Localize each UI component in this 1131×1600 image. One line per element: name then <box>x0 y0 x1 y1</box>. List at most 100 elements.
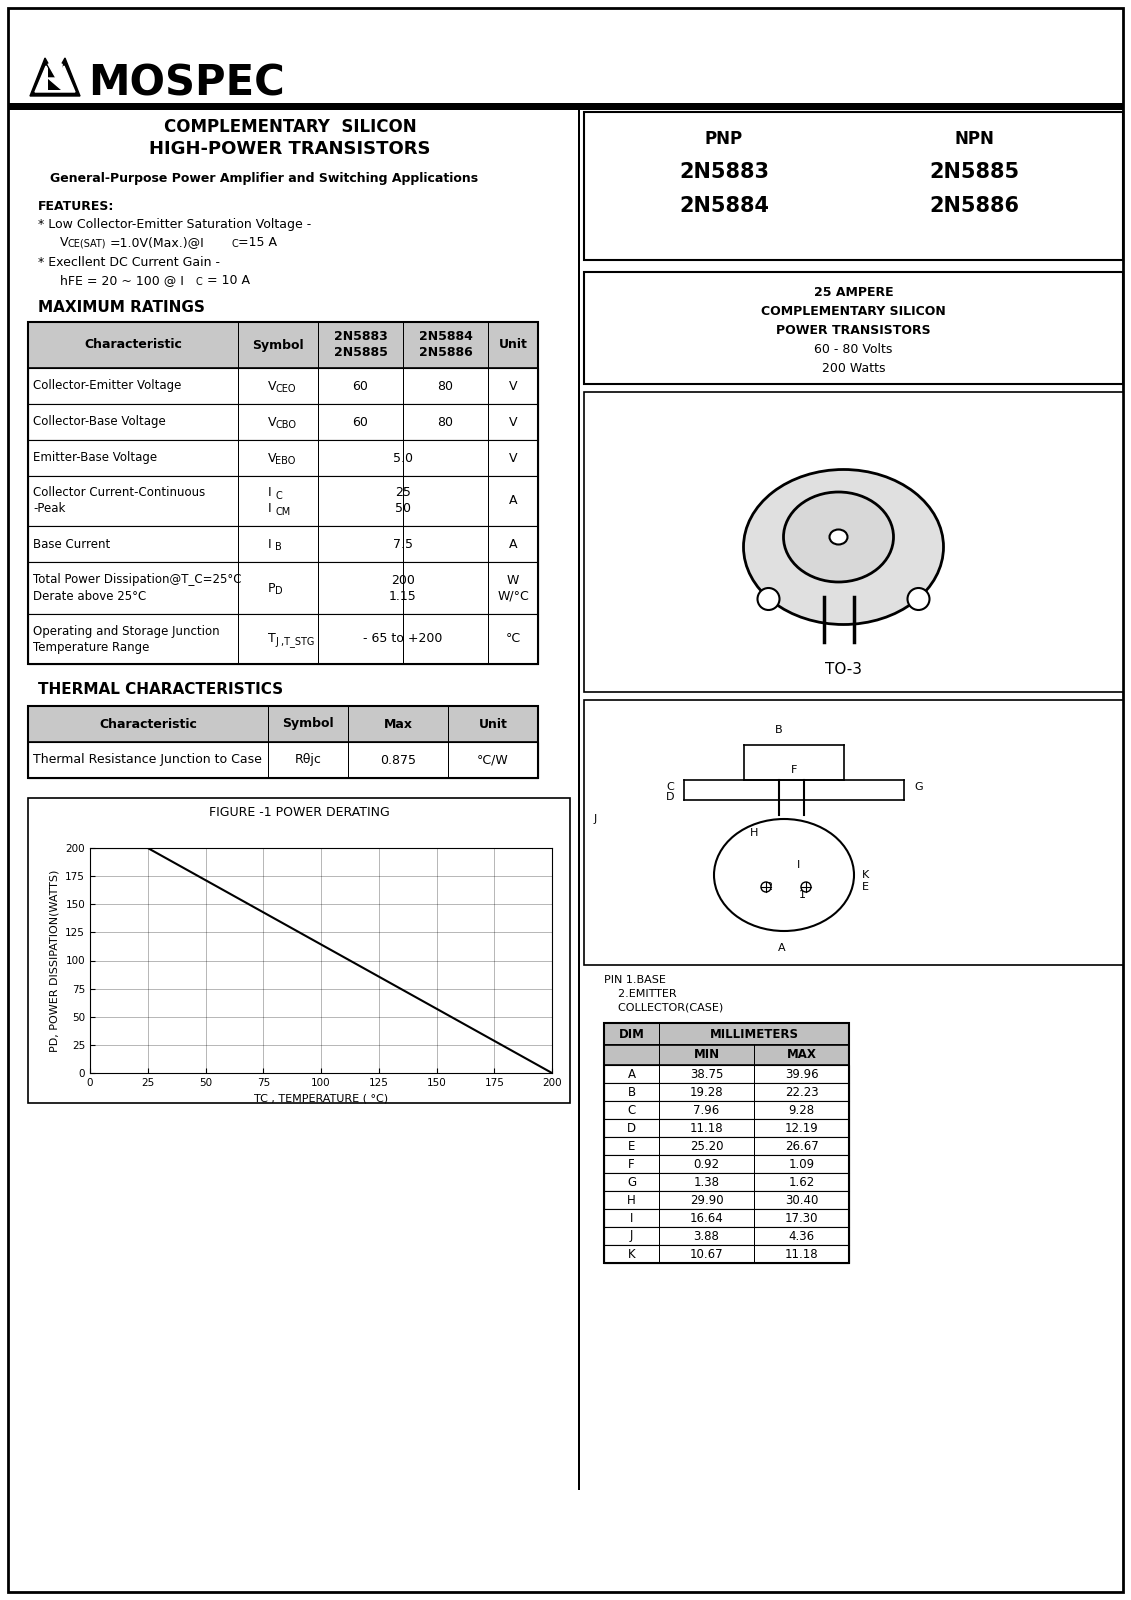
Text: =15 A: =15 A <box>238 235 277 250</box>
Bar <box>28 614 538 664</box>
Bar <box>584 112 1123 259</box>
Text: W/°C: W/°C <box>498 589 529 603</box>
Text: °C/W: °C/W <box>477 754 509 766</box>
Text: B: B <box>775 725 783 734</box>
Text: V: V <box>509 451 517 464</box>
Bar <box>604 1155 849 1173</box>
Bar <box>604 1173 849 1190</box>
Ellipse shape <box>743 469 943 624</box>
Bar <box>8 102 1123 110</box>
Text: Max: Max <box>383 717 413 731</box>
Text: J ,T_STG: J ,T_STG <box>275 637 314 648</box>
Text: 12.19: 12.19 <box>785 1122 819 1134</box>
Text: 11.18: 11.18 <box>785 1248 819 1261</box>
Bar <box>28 562 538 614</box>
Polygon shape <box>35 66 75 91</box>
Bar <box>28 368 538 403</box>
Text: EBO: EBO <box>275 456 295 466</box>
Text: =1.0V(Max.)@I: =1.0V(Max.)@I <box>110 235 205 250</box>
Text: D: D <box>665 792 674 802</box>
Bar <box>28 798 570 1102</box>
Text: 2N5883: 2N5883 <box>334 331 388 344</box>
Text: 1.62: 1.62 <box>788 1176 814 1189</box>
Bar <box>578 110 580 1490</box>
Text: 2N5886: 2N5886 <box>929 195 1019 216</box>
Ellipse shape <box>907 587 930 610</box>
Text: 26.67: 26.67 <box>785 1139 819 1152</box>
Text: E: E <box>628 1139 636 1152</box>
Text: J: J <box>594 814 597 824</box>
Text: Unit: Unit <box>478 717 508 731</box>
Text: C: C <box>666 782 674 792</box>
Text: TO-3: TO-3 <box>824 662 862 677</box>
Text: Total Power Dissipation@T_C=25°C: Total Power Dissipation@T_C=25°C <box>33 573 242 587</box>
Text: 80: 80 <box>438 416 454 429</box>
Text: * Low Collector-Emitter Saturation Voltage -: * Low Collector-Emitter Saturation Volta… <box>38 218 311 230</box>
Text: Temperature Range: Temperature Range <box>33 640 149 653</box>
Text: H: H <box>627 1194 636 1206</box>
Bar <box>584 272 1123 384</box>
Text: 1.15: 1.15 <box>389 589 417 603</box>
Text: FEATURES:: FEATURES: <box>38 200 114 213</box>
Text: 2N5885: 2N5885 <box>929 162 1019 182</box>
Text: B: B <box>628 1085 636 1099</box>
Text: V: V <box>60 235 69 250</box>
Text: NPN: NPN <box>955 130 994 149</box>
Text: V: V <box>268 379 276 392</box>
Bar <box>604 1210 849 1227</box>
Text: D: D <box>627 1122 636 1134</box>
Text: P: P <box>268 581 276 595</box>
Ellipse shape <box>801 882 811 893</box>
Text: 7.96: 7.96 <box>693 1104 719 1117</box>
Text: COMPLEMENTARY  SILICON: COMPLEMENTARY SILICON <box>164 118 416 136</box>
Bar <box>28 526 538 562</box>
Text: I: I <box>630 1211 633 1224</box>
Text: J: J <box>630 1229 633 1243</box>
Text: Thermal Resistance Junction to Case: Thermal Resistance Junction to Case <box>33 754 262 766</box>
Text: F: F <box>628 1157 634 1171</box>
Text: 60: 60 <box>353 379 369 392</box>
Text: 25: 25 <box>395 486 411 499</box>
Text: = 10 A: = 10 A <box>202 274 250 286</box>
Bar <box>604 1022 849 1262</box>
Text: 30.40: 30.40 <box>785 1194 818 1206</box>
Text: 2.EMITTER: 2.EMITTER <box>604 989 676 998</box>
Bar <box>604 1066 849 1083</box>
Bar <box>604 1138 849 1155</box>
Text: 9.28: 9.28 <box>788 1104 814 1117</box>
Text: FIGURE -1 POWER DERATING: FIGURE -1 POWER DERATING <box>208 806 389 819</box>
Text: COMPLEMENTARY SILICON: COMPLEMENTARY SILICON <box>761 306 946 318</box>
Bar <box>48 64 62 90</box>
Text: A: A <box>509 494 517 507</box>
Text: B: B <box>275 542 282 552</box>
Text: Unit: Unit <box>499 339 527 352</box>
Bar <box>604 1101 849 1118</box>
Text: CM: CM <box>275 507 291 517</box>
Text: 60: 60 <box>353 416 369 429</box>
Text: 2N5886: 2N5886 <box>418 347 473 360</box>
Bar <box>604 1227 849 1245</box>
Y-axis label: PD, POWER DISSIPATION(WATTS): PD, POWER DISSIPATION(WATTS) <box>50 869 60 1051</box>
Bar <box>28 403 538 440</box>
Bar <box>584 392 1123 691</box>
Text: 80: 80 <box>438 379 454 392</box>
Text: V: V <box>268 416 276 429</box>
Text: 38.75: 38.75 <box>690 1067 723 1080</box>
Text: Characteristic: Characteristic <box>84 339 182 352</box>
Text: MAX: MAX <box>786 1048 817 1061</box>
Text: H: H <box>750 829 758 838</box>
Text: D: D <box>275 586 283 595</box>
Text: POWER TRANSISTORS: POWER TRANSISTORS <box>776 323 931 338</box>
Text: CBO: CBO <box>275 419 296 430</box>
Text: V: V <box>268 451 276 464</box>
Text: V: V <box>509 379 517 392</box>
Text: 200: 200 <box>391 573 415 587</box>
Bar <box>604 1045 849 1066</box>
Text: 3.88: 3.88 <box>693 1229 719 1243</box>
Bar <box>604 1083 849 1101</box>
Bar <box>28 322 538 368</box>
Text: 16.64: 16.64 <box>690 1211 724 1224</box>
Text: 60 - 80 Volts: 60 - 80 Volts <box>814 342 892 357</box>
Text: 2N5884: 2N5884 <box>418 331 473 344</box>
Text: 17.30: 17.30 <box>785 1211 818 1224</box>
